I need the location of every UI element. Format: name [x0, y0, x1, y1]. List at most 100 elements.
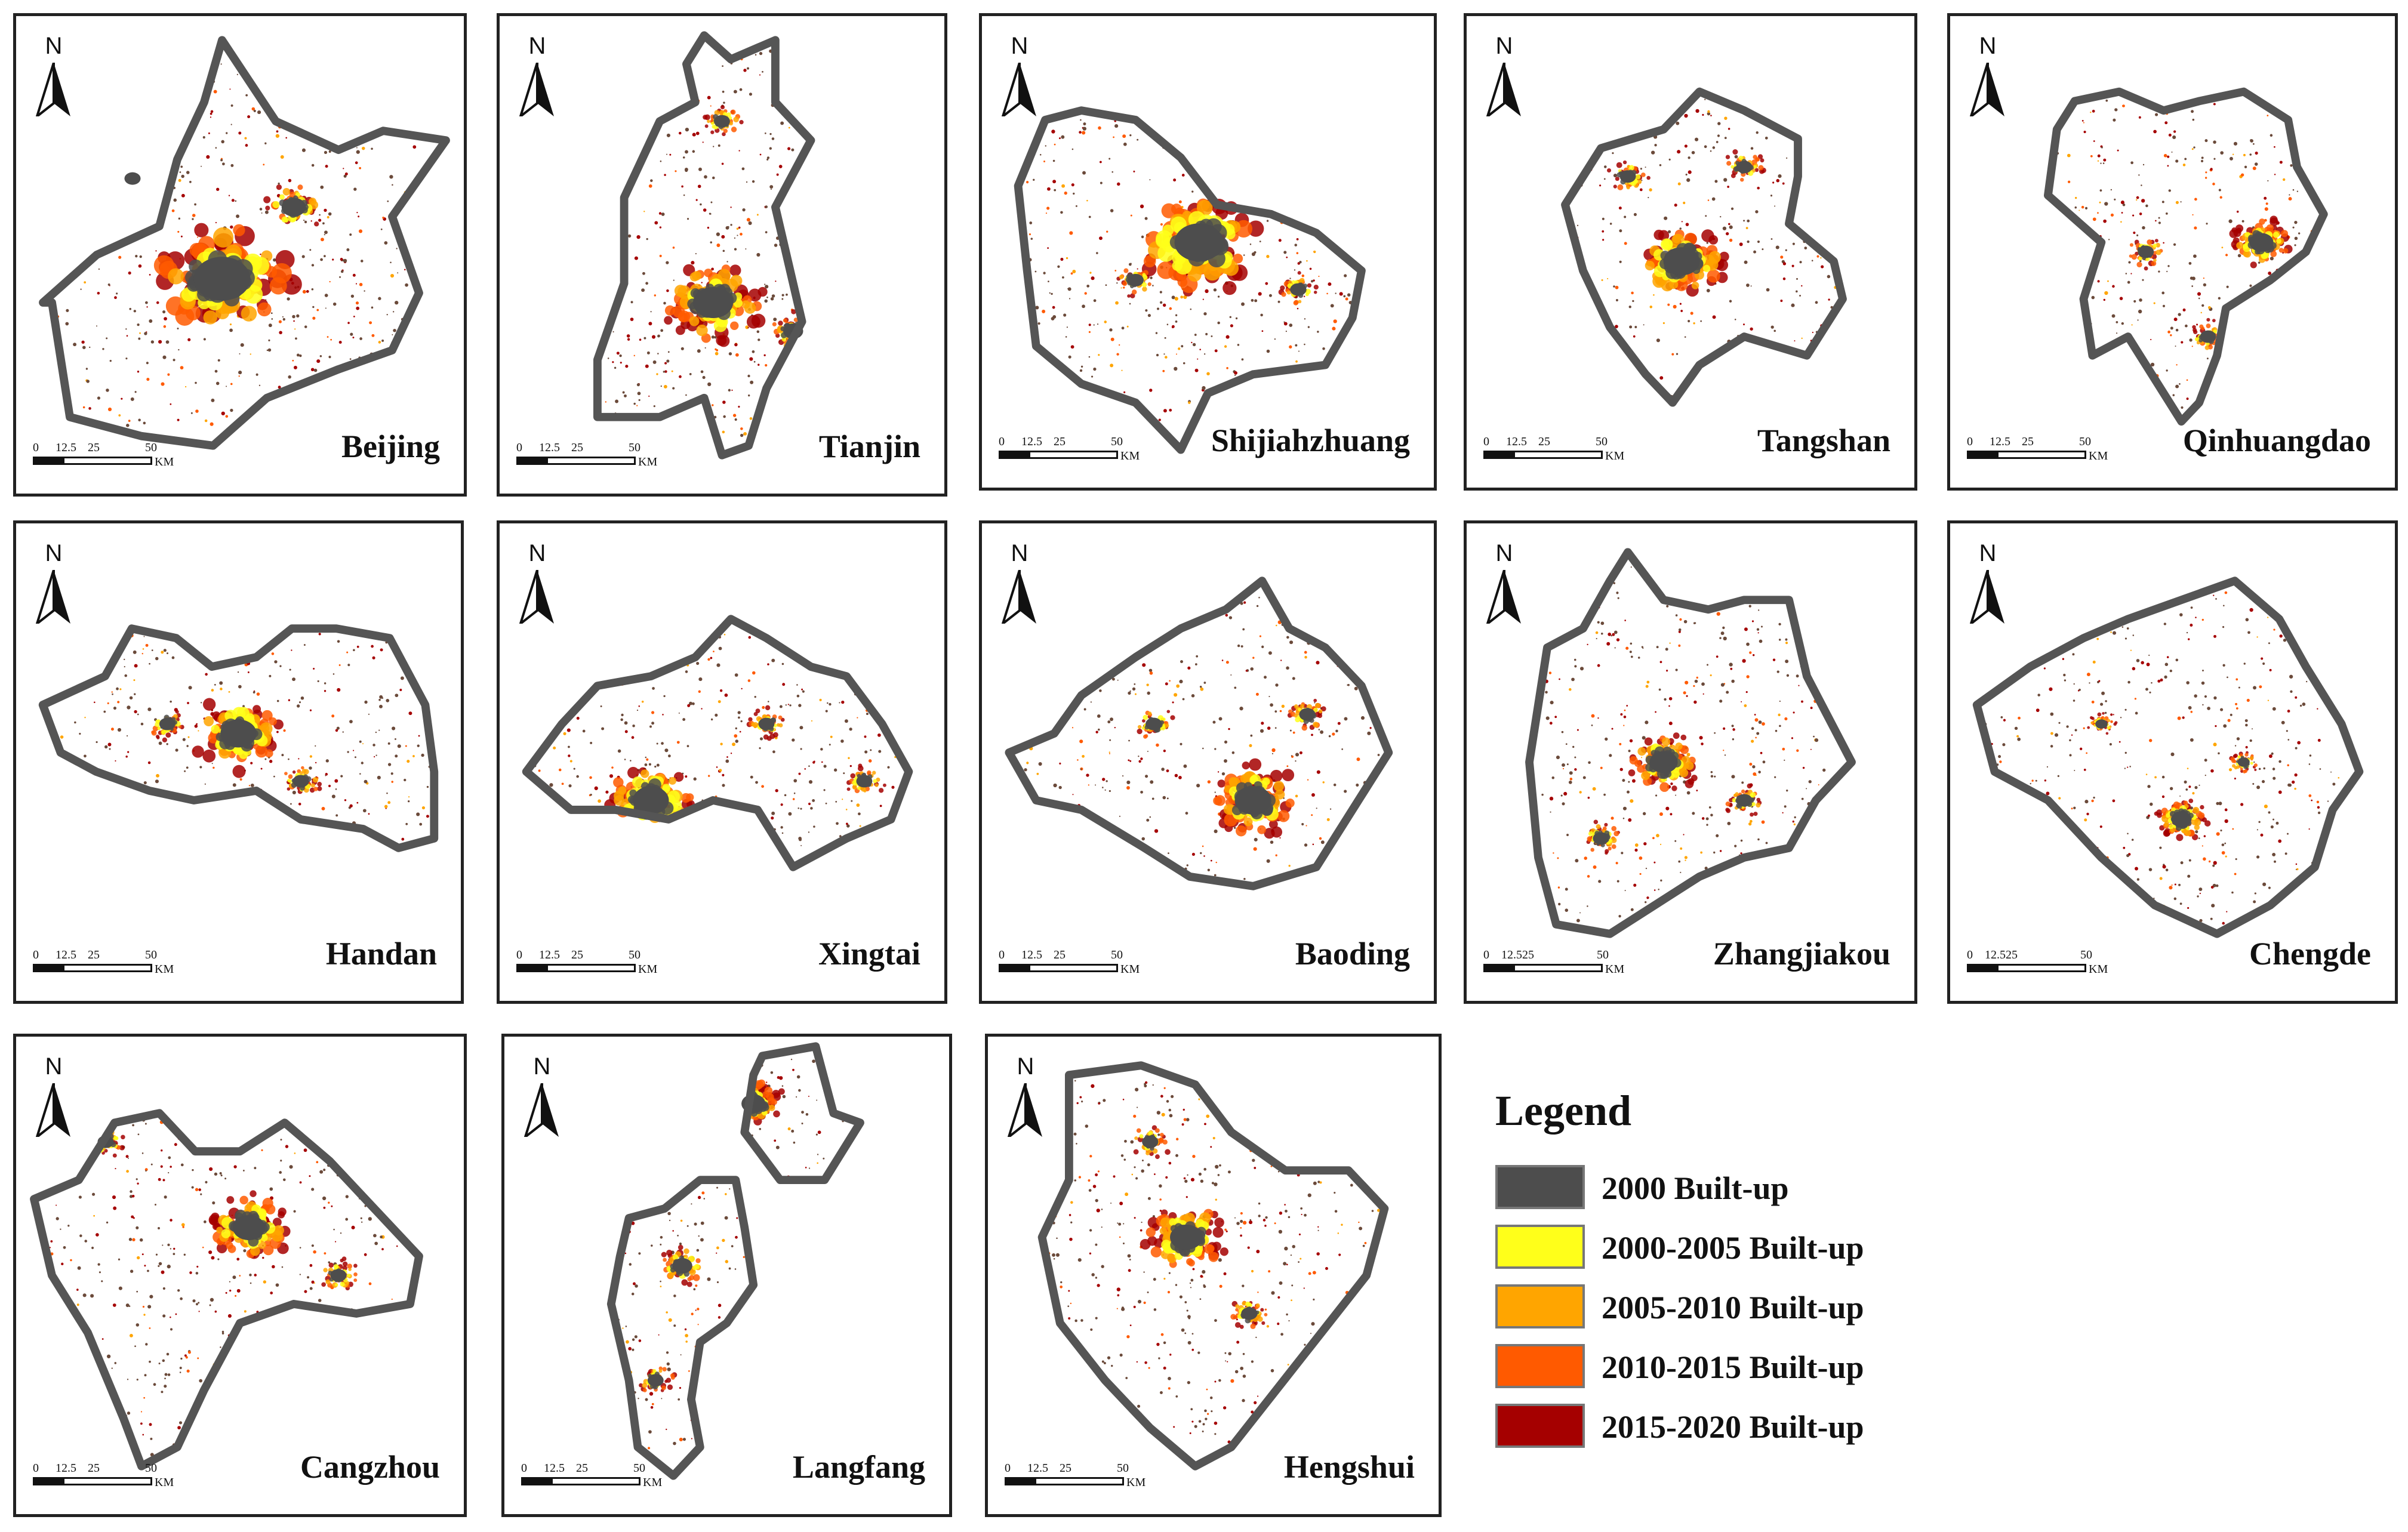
built-up-patch: [1294, 243, 1298, 246]
built-up-patch: [325, 773, 328, 776]
built-up-patch: [1688, 319, 1690, 323]
urban-expansion-patch: [1127, 294, 1131, 298]
scale-tick-label: 50: [629, 948, 641, 961]
built-up-patch: [324, 690, 327, 692]
scale-tick-label: 12.5: [56, 441, 76, 454]
built-up-patch: [317, 680, 319, 682]
urban-expansion-patch: [157, 726, 161, 730]
urban-expansion-patch: [282, 187, 291, 196]
built-up-patch: [363, 809, 367, 813]
built-up-patch: [667, 351, 670, 353]
built-up-patch: [214, 369, 218, 373]
built-up-patch: [660, 329, 664, 332]
built-up-patch: [146, 362, 149, 365]
built-up-patch: [2172, 135, 2176, 140]
urban-expansion-patch: [301, 769, 307, 774]
built-up-patch: [808, 765, 810, 767]
urban-expansion-patch: [1726, 161, 1732, 166]
built-up-patch: [773, 318, 777, 322]
built-up-patch: [734, 237, 735, 239]
built-up-patch: [215, 381, 220, 386]
scale-tick-label: 0: [999, 435, 1005, 448]
urban-expansion-patch: [1282, 769, 1295, 781]
urban-expansion-patch: [288, 774, 293, 779]
built-up-patch: [801, 688, 803, 691]
built-up-patch: [211, 398, 215, 402]
built-up-patch: [230, 104, 233, 107]
built-up-patch: [2252, 143, 2255, 145]
built-up-patch: [143, 781, 147, 785]
built-up-patch: [214, 683, 216, 686]
built-up-patch: [780, 121, 784, 125]
built-up-patch: [856, 803, 860, 807]
built-up-patch: [96, 741, 98, 744]
built-up-patch: [1676, 121, 1680, 125]
built-up-patch: [716, 766, 718, 768]
built-up-patch: [1091, 375, 1094, 378]
built-up-patch: [338, 664, 341, 666]
built-up-patch: [1258, 596, 1260, 599]
built-up-patch: [2233, 141, 2238, 146]
built-up-patch: [776, 173, 779, 176]
built-up-patch: [1679, 227, 1682, 230]
built-up-patch: [1277, 300, 1280, 303]
built-up-patch: [296, 353, 300, 357]
urban-expansion-patch: [232, 707, 246, 720]
built-up-patch: [759, 153, 762, 156]
built-up-patch: [813, 760, 815, 763]
built-up-patch: [796, 695, 800, 698]
built-up-patch: [2191, 148, 2194, 150]
built-up-patch: [1258, 292, 1262, 296]
built-up-patch: [808, 802, 811, 806]
built-up-patch: [1283, 321, 1285, 323]
built-up-patch: [1060, 257, 1064, 261]
urban-expansion-patch: [689, 272, 700, 282]
built-up-patch: [325, 307, 327, 309]
built-up-patch: [718, 700, 721, 704]
built-up-patch: [247, 671, 250, 673]
built-up-patch: [1307, 779, 1309, 781]
built-up-patch: [1144, 217, 1148, 220]
north-label: N: [45, 33, 63, 59]
built-up-patch: [2101, 146, 2103, 149]
built-up-patch: [1643, 324, 1645, 326]
built-up-patch: [242, 705, 245, 708]
built-up-patch: [368, 713, 370, 715]
built-up-patch: [2120, 201, 2124, 205]
built-up-patch: [231, 199, 235, 202]
built-up-patch: [81, 340, 85, 344]
built-up-patch: [1114, 124, 1119, 128]
built-up-patch: [379, 704, 383, 708]
built-up-patch: [753, 360, 756, 363]
urban-expansion-patch: [1313, 698, 1317, 702]
built-up-patch: [696, 661, 700, 665]
built-up-patch: [133, 650, 137, 654]
built-up-patch: [707, 226, 710, 229]
built-up-patch: [701, 282, 703, 283]
built-up-patch: [644, 763, 648, 766]
built-up-patch: [1200, 852, 1202, 855]
built-up-patch: [697, 349, 701, 353]
built-up-patch: [1093, 367, 1097, 371]
built-up-patch: [638, 399, 641, 401]
built-up-patch: [1710, 115, 1712, 116]
built-up-patch: [1138, 760, 1141, 763]
urban-expansion-patch: [2144, 266, 2148, 271]
built-up-patch: [1268, 294, 1272, 297]
built-up-patch: [2210, 168, 2213, 171]
urban-expansion-patch: [710, 121, 715, 125]
built-up-patch: [197, 236, 199, 238]
urban-expansion-patch: [726, 112, 731, 117]
built-up-patch: [145, 301, 148, 304]
built-up-patch: [395, 693, 399, 698]
urban-expansion-patch: [1288, 280, 1292, 284]
built-up-patch: [823, 765, 827, 768]
built-up-patch: [1228, 728, 1230, 730]
built-up-patch: [104, 745, 108, 749]
built-up-patch: [2166, 369, 2168, 372]
urban-core-2000: [2249, 233, 2274, 252]
built-up-patch: [1603, 178, 1606, 180]
built-up-patch: [178, 178, 181, 182]
scale-tick-label: 0: [1967, 435, 1973, 448]
built-up-patch: [1102, 778, 1106, 781]
